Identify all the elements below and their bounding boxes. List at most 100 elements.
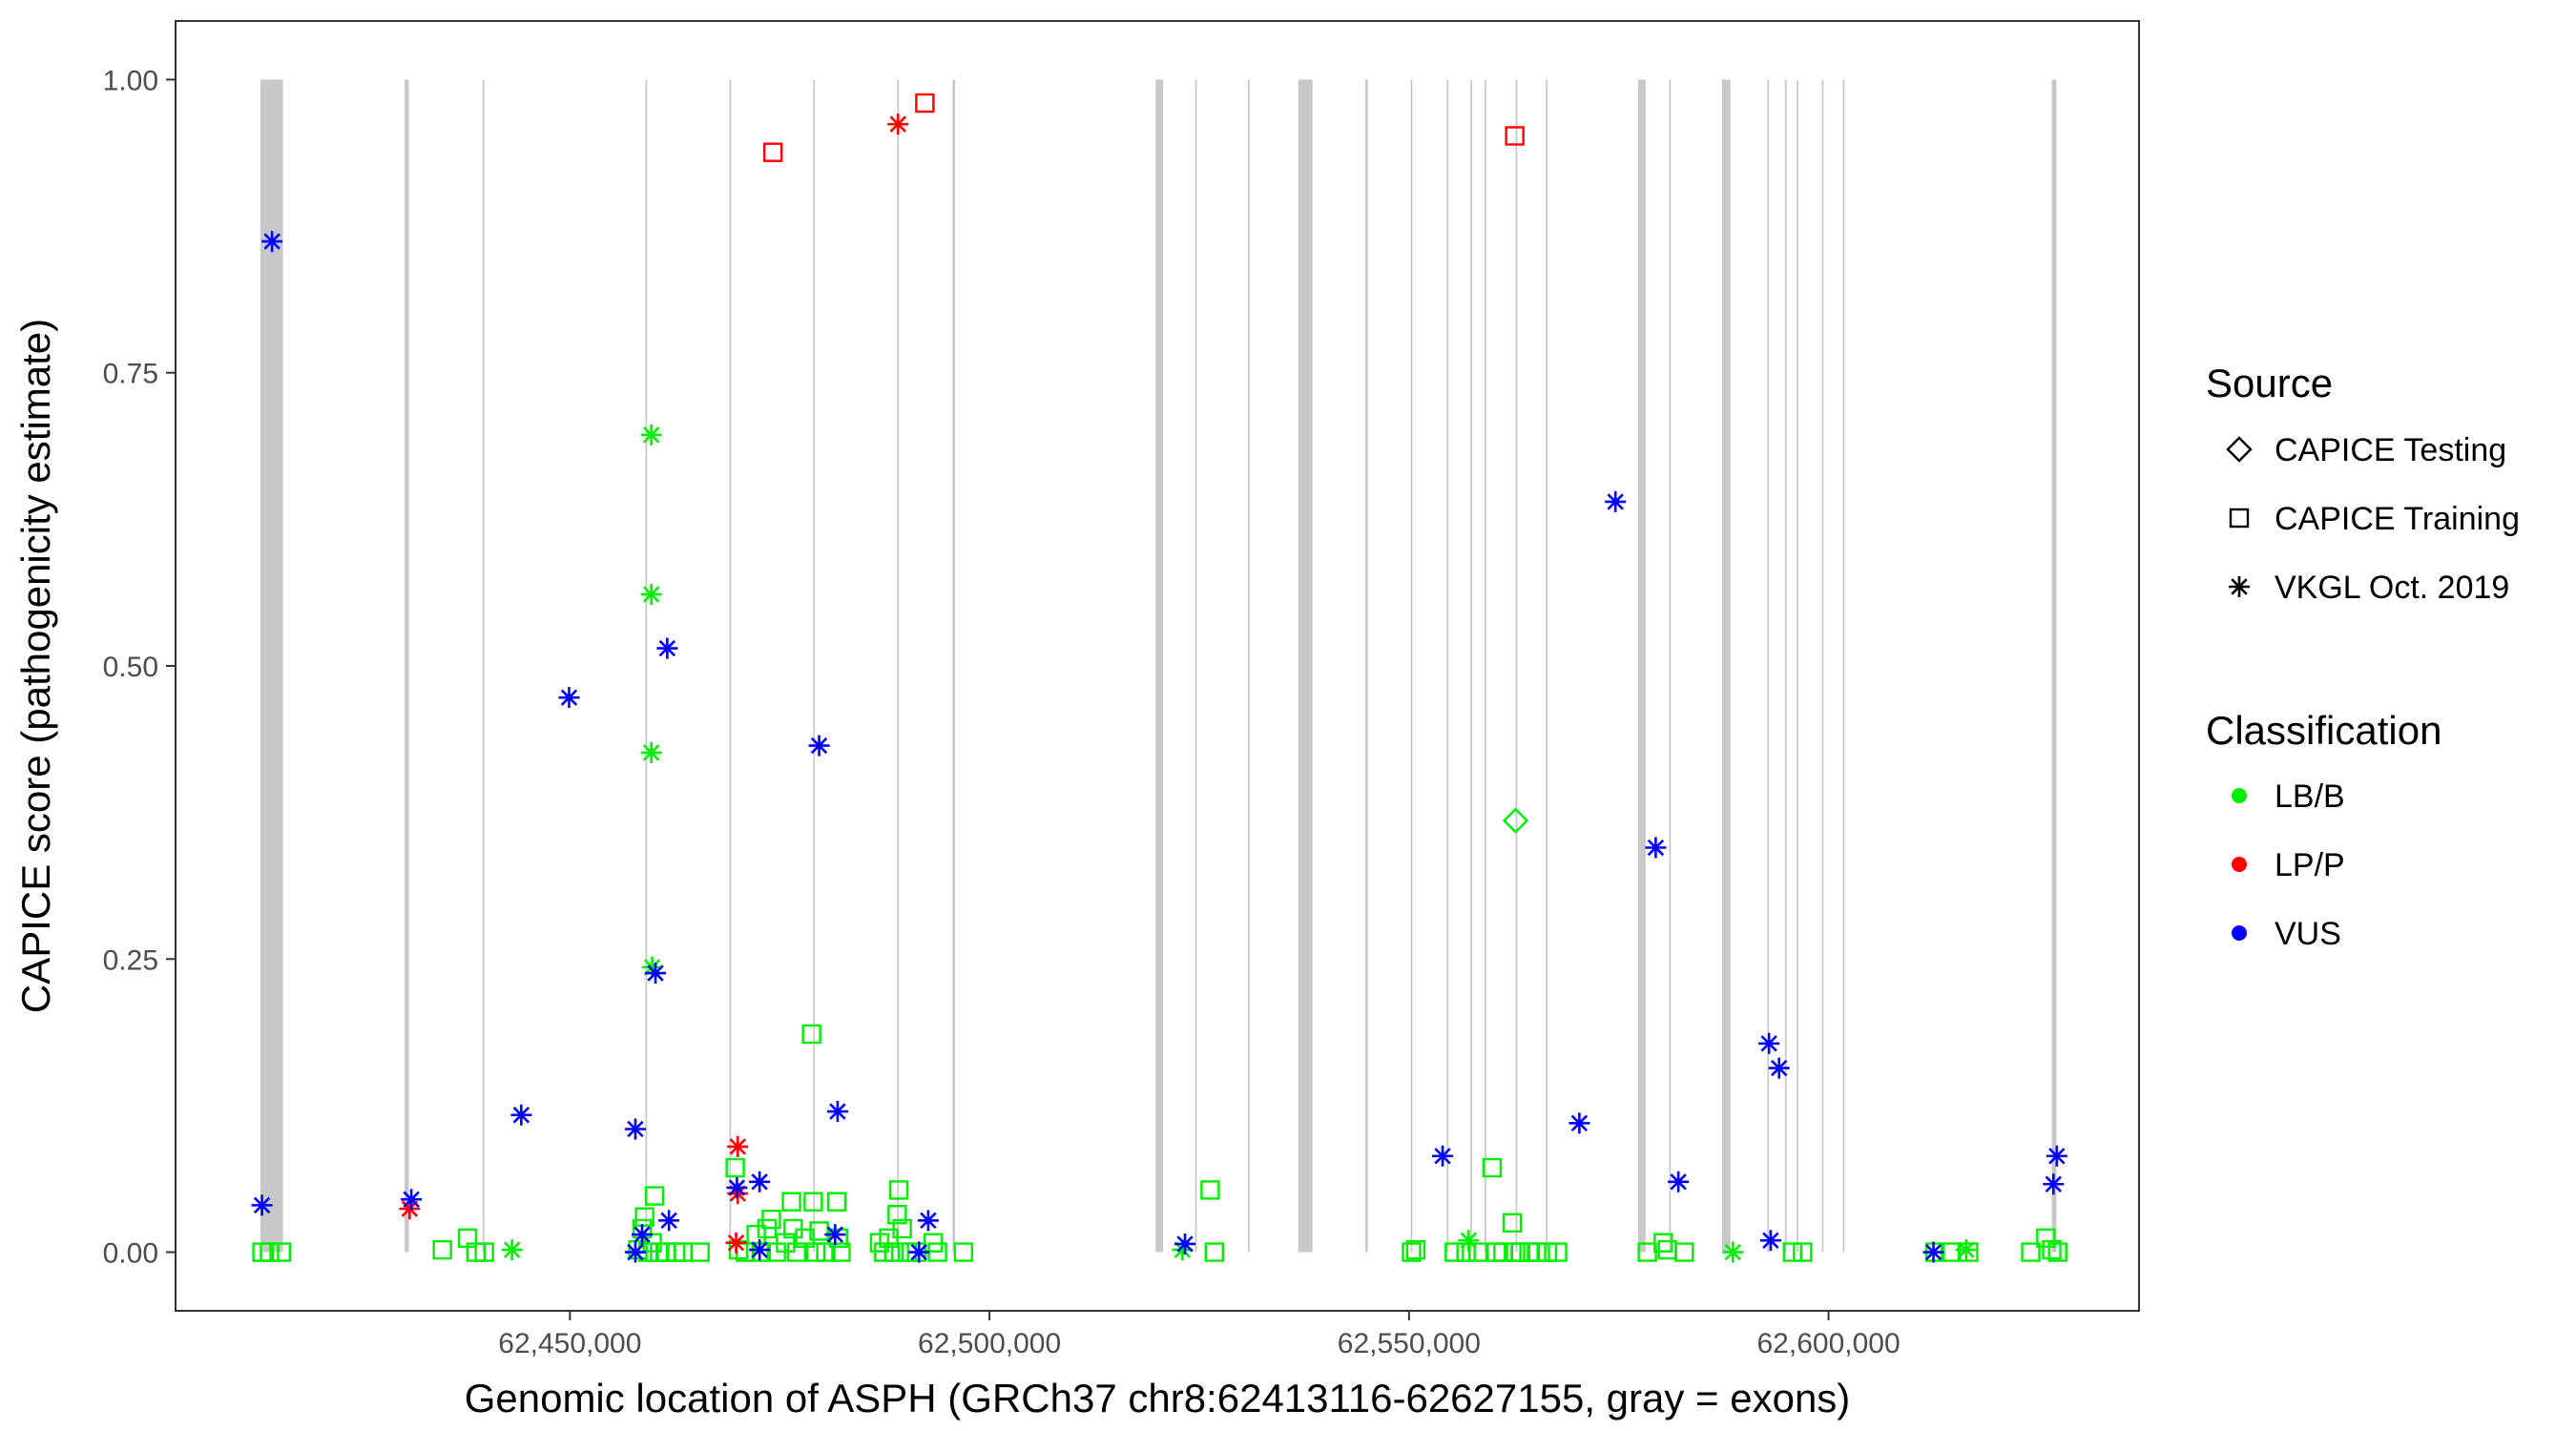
data-point bbox=[501, 1239, 523, 1261]
y-tick-label: 0.00 bbox=[103, 1238, 158, 1270]
data-point bbox=[1458, 1230, 1480, 1252]
legend-classification-key bbox=[2232, 788, 2247, 803]
exon-band bbox=[729, 79, 732, 1253]
data-point bbox=[2036, 1228, 2056, 1248]
data-point bbox=[658, 1210, 680, 1232]
data-point bbox=[915, 93, 935, 114]
legend-classification-key bbox=[2232, 925, 2247, 941]
data-point bbox=[1959, 1242, 1979, 1262]
data-point bbox=[727, 1135, 749, 1157]
data-point bbox=[725, 1232, 747, 1254]
data-point bbox=[631, 1224, 653, 1246]
legend-classification-key bbox=[2232, 857, 2247, 872]
exon-band bbox=[2051, 79, 2057, 1253]
data-point bbox=[917, 1210, 939, 1232]
data-point bbox=[887, 114, 909, 135]
data-point bbox=[751, 1242, 772, 1262]
data-point bbox=[2042, 1239, 2062, 1260]
data-point bbox=[2021, 1242, 2041, 1262]
data-point bbox=[781, 1192, 801, 1212]
exon-band bbox=[1446, 79, 1449, 1253]
data-point bbox=[2047, 1242, 2067, 1262]
data-point bbox=[1653, 1233, 1673, 1253]
data-point bbox=[628, 1239, 648, 1260]
y-axis-title: CAPICE score (pathogenicity estimate) bbox=[13, 319, 58, 1013]
data-point bbox=[1722, 1241, 1744, 1263]
data-point bbox=[826, 1101, 848, 1123]
data-point bbox=[261, 231, 283, 253]
data-point bbox=[831, 1242, 851, 1262]
data-point bbox=[1645, 837, 1667, 859]
exon-band bbox=[1470, 79, 1472, 1253]
data-point bbox=[888, 1180, 909, 1200]
exon-band bbox=[1767, 79, 1770, 1253]
legend-classification-label: LP/P bbox=[2275, 847, 2345, 883]
legend-classification-title: Classification bbox=[2206, 708, 2441, 753]
exon-band bbox=[1365, 79, 1368, 1253]
legend-classification-entries: LB/B LP/P VUS bbox=[2232, 778, 2345, 952]
data-point bbox=[1482, 1157, 1503, 1178]
axis-ticks: 0.00 0.25 0.50 0.75 1.00 62,450,000 62,500,000… bbox=[103, 65, 1901, 1359]
legend: Source CAPICE Testing CAPICE Training VKGL… bbox=[2206, 361, 2520, 952]
data-point bbox=[251, 1194, 273, 1216]
data-points bbox=[251, 93, 2067, 1263]
data-point bbox=[953, 1242, 974, 1262]
data-point bbox=[824, 1224, 846, 1246]
data-point bbox=[1505, 126, 1525, 146]
data-point bbox=[883, 1242, 904, 1262]
data-point bbox=[1758, 1032, 1780, 1054]
exon-band bbox=[645, 79, 648, 1253]
exon-band bbox=[1195, 79, 1197, 1253]
data-point bbox=[1674, 1242, 1694, 1262]
exon-band bbox=[1842, 79, 1845, 1253]
legend-source-label: CAPICE Training bbox=[2275, 501, 2520, 537]
data-point bbox=[1502, 807, 1529, 834]
y-tick-label: 0.25 bbox=[103, 944, 158, 976]
data-point bbox=[887, 1205, 907, 1225]
data-point bbox=[1922, 1241, 1944, 1263]
data-point bbox=[644, 1186, 665, 1206]
data-point bbox=[640, 424, 662, 446]
exon-band bbox=[405, 79, 409, 1253]
data-point bbox=[725, 1157, 745, 1178]
data-point bbox=[805, 1242, 826, 1262]
data-point bbox=[1548, 1242, 1568, 1262]
legend-source-label: CAPICE Testing bbox=[2275, 432, 2506, 468]
data-point bbox=[2046, 1145, 2067, 1167]
data-point bbox=[1432, 1145, 1454, 1167]
data-point bbox=[803, 1192, 823, 1212]
y-tick-label: 0.50 bbox=[103, 652, 158, 683]
data-point bbox=[816, 1242, 836, 1262]
data-point bbox=[640, 584, 662, 606]
data-point bbox=[874, 1242, 894, 1262]
legend-source-key bbox=[2229, 508, 2250, 529]
data-point bbox=[1467, 1242, 1488, 1262]
data-point bbox=[808, 735, 830, 757]
data-point bbox=[1402, 1242, 1422, 1262]
data-point bbox=[1568, 1112, 1590, 1134]
data-point bbox=[2043, 1173, 2065, 1195]
data-point bbox=[690, 1242, 710, 1262]
data-point bbox=[624, 1241, 646, 1263]
data-point bbox=[1527, 1242, 1547, 1262]
exon-band bbox=[1247, 79, 1250, 1253]
exon-band bbox=[1721, 79, 1731, 1253]
x-axis-title: Genomic location of ASPH (GRCh37 chr8:62… bbox=[465, 1376, 1851, 1421]
x-tick-label: 62,500,000 bbox=[918, 1328, 1061, 1359]
exon-band bbox=[897, 79, 900, 1253]
exon-bands bbox=[260, 79, 2057, 1253]
data-point bbox=[1668, 1171, 1690, 1192]
data-point bbox=[795, 1228, 815, 1248]
data-point bbox=[1759, 1230, 1781, 1252]
data-point bbox=[1405, 1239, 1426, 1260]
data-point bbox=[726, 1176, 748, 1198]
legend-source-entries: CAPICE Testing CAPICE Training VKGL Oct. 2… bbox=[2226, 432, 2520, 606]
x-tick-label: 62,450,000 bbox=[498, 1328, 641, 1359]
data-point bbox=[401, 1189, 423, 1211]
x-tick-label: 62,550,000 bbox=[1338, 1328, 1481, 1359]
exon-band bbox=[1669, 79, 1672, 1253]
data-point bbox=[1782, 1242, 1802, 1262]
data-point bbox=[474, 1242, 494, 1262]
data-point bbox=[645, 963, 667, 985]
